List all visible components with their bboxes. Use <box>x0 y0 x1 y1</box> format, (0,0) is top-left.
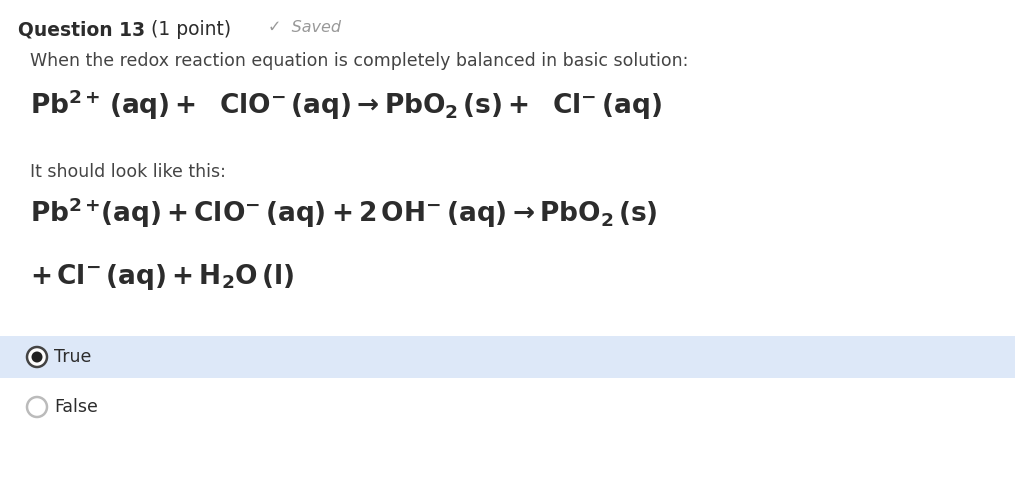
Circle shape <box>27 397 47 417</box>
Text: (1 point): (1 point) <box>145 20 231 39</box>
Text: $\mathbf{+\,Cl^{-}\,(aq) + H_2O\,(l)}$: $\mathbf{+\,Cl^{-}\,(aq) + H_2O\,(l)}$ <box>30 262 294 292</box>
Text: True: True <box>54 348 91 366</box>
Text: ✓  Saved: ✓ Saved <box>268 20 341 35</box>
FancyBboxPatch shape <box>0 336 1015 378</box>
Text: Question 13: Question 13 <box>18 20 145 39</box>
Text: False: False <box>54 398 97 416</box>
Text: $\mathbf{Pb^{2+}\!(aq) + ClO^{-}\,(aq) + 2\,OH^{-}\,(aq) \rightarrow PbO_2\,(s)}: $\mathbf{Pb^{2+}\!(aq) + ClO^{-}\,(aq) +… <box>30 195 658 229</box>
Circle shape <box>27 347 47 367</box>
Circle shape <box>31 351 43 363</box>
Text: $\mathbf{Pb^{2+}\,(aq) +\ \ ClO^{-}\,(aq) \rightarrow PbO_2\,(s) +\ \ Cl^{-}\,(a: $\mathbf{Pb^{2+}\,(aq) +\ \ ClO^{-}\,(aq… <box>30 88 662 123</box>
Text: When the redox reaction equation is completely balanced in basic solution:: When the redox reaction equation is comp… <box>30 52 688 70</box>
Text: It should look like this:: It should look like this: <box>30 163 226 181</box>
